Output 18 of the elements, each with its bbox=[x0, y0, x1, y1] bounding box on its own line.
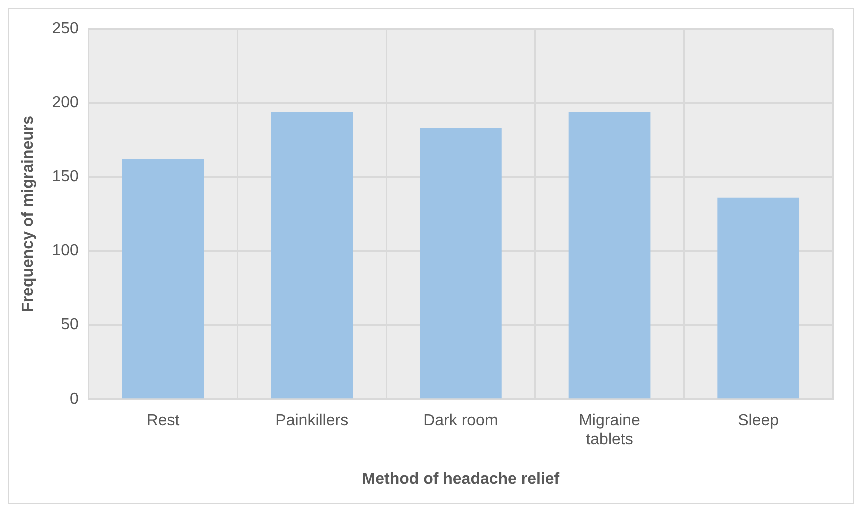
x-tick-label: Painkillers bbox=[276, 412, 349, 430]
y-tick-label: 100 bbox=[52, 242, 79, 260]
bar bbox=[122, 159, 204, 399]
y-tick-label: 150 bbox=[52, 168, 79, 186]
x-tick-label: Sleep bbox=[738, 412, 780, 430]
y-tick-label: 50 bbox=[61, 316, 79, 334]
bar bbox=[420, 128, 502, 399]
bar bbox=[718, 198, 800, 399]
x-axis-title: Method of headache relief bbox=[362, 470, 560, 488]
y-tick-label: 0 bbox=[70, 390, 79, 408]
x-tick-label: Migraine tablets bbox=[579, 412, 641, 449]
x-tick-label: Rest bbox=[146, 412, 180, 430]
y-tick-label: 250 bbox=[52, 20, 79, 38]
x-tick-label: Dark room bbox=[424, 412, 498, 430]
bar bbox=[271, 112, 354, 399]
y-axis-title: Frequency of migraineurs bbox=[20, 116, 38, 312]
bar bbox=[568, 112, 651, 399]
y-tick-label: 200 bbox=[52, 94, 79, 112]
